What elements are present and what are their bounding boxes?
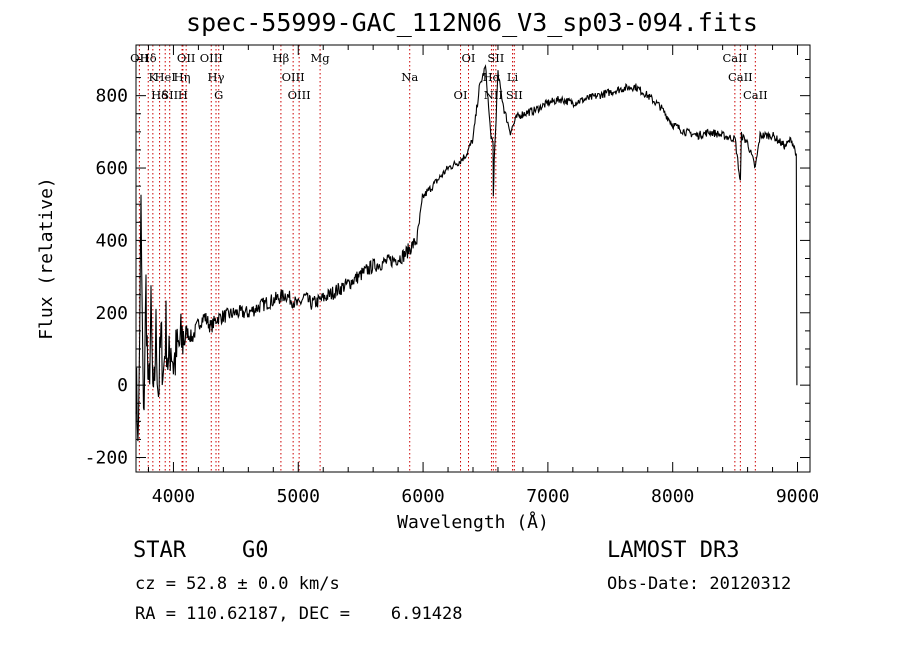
object-class: STAR: [133, 538, 186, 563]
survey-name: LAMOST DR3: [607, 538, 740, 563]
marker-label: Na: [401, 70, 418, 84]
y-tick-label: 0: [117, 375, 128, 396]
y-tick-label: 800: [95, 86, 128, 107]
plot-frame: [135, 44, 811, 473]
spectrum-line: [135, 64, 798, 442]
marker-label: OII: [177, 51, 196, 65]
marker-label: OIII: [288, 88, 311, 102]
marker-label: G: [214, 88, 223, 102]
x-tick-label: 6000: [401, 486, 444, 507]
y-axis-ticks: -200 0 200 400 600 800: [85, 58, 810, 469]
marker-label: OIII: [200, 51, 223, 65]
ra-dec: RA = 110.62187, DEC = 6.91428: [135, 604, 463, 624]
marker-label: CaII: [722, 51, 747, 65]
marker-label: Hα: [483, 70, 501, 84]
marker-label: HeI: [155, 70, 176, 84]
marker-label: SII: [487, 51, 504, 65]
marker-label: Hδ: [151, 88, 168, 102]
y-tick-label: 600: [95, 158, 128, 179]
marker-label: K: [149, 70, 158, 84]
marker-label: OI: [462, 51, 476, 65]
x-axis-ticks: 4000 5000 6000 7000 8000 9000: [147, 45, 819, 507]
x-tick-label: 4000: [152, 486, 195, 507]
marker-label: OII: [130, 51, 149, 65]
chart-title: spec-55999-GAC_112N06_V3_sp03-094.fits: [186, 8, 758, 37]
marker-label: Li: [507, 70, 519, 84]
marker-label: SII: [161, 88, 178, 102]
x-axis-label: Wavelength (Å): [397, 511, 549, 533]
object-subclass: G0: [242, 538, 269, 563]
x-tick-label: 7000: [526, 486, 569, 507]
y-tick-label: 200: [95, 303, 128, 324]
marker-label: Hβ: [273, 51, 290, 65]
marker-label: SII: [506, 88, 523, 102]
redshift-cz: cz = 52.8 ± 0.0 km/s: [135, 574, 340, 594]
line-marker-labels: HδKHδOIIHeISIIOIIHηHOIIIHγGHβOIIIOIIIMgN…: [130, 51, 768, 102]
marker-label: CaII: [728, 70, 753, 84]
x-tick-label: 8000: [651, 486, 694, 507]
marker-label: CaII: [743, 88, 768, 102]
y-tick-label: -200: [85, 448, 128, 469]
marker-label: OI: [454, 88, 468, 102]
obs-date: Obs-Date: 20120312: [607, 574, 792, 594]
marker-label: H: [178, 88, 188, 102]
y-tick-label: 400: [95, 230, 128, 251]
marker-label: Mg: [311, 51, 331, 65]
y-axis-label: Flux (relative): [36, 177, 57, 340]
marker-label: Hγ: [208, 70, 225, 84]
x-tick-label: 9000: [776, 486, 819, 507]
marker-label: Hη: [174, 70, 191, 84]
marker-label: OIII: [282, 70, 305, 84]
x-tick-label: 5000: [277, 486, 320, 507]
marker-label: Hδ: [140, 51, 157, 65]
